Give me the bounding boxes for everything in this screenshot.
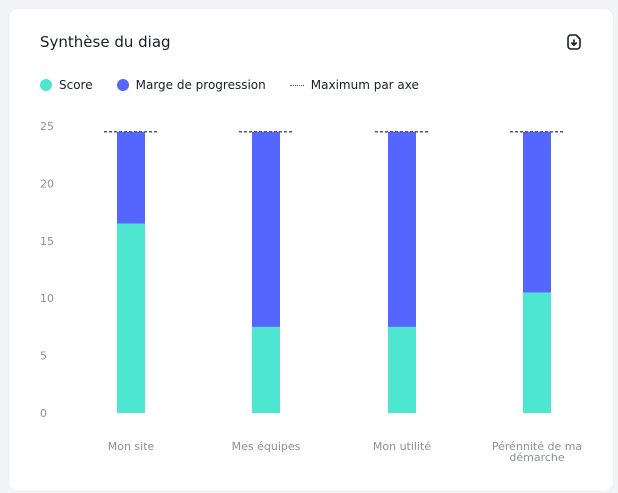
bar-margin [117,131,145,224]
y-tick-label: 5 [40,350,47,363]
x-category-label-line: Mon site [108,440,155,453]
x-category-label-line: Pérénnité de ma [492,440,582,453]
bar-margin [252,131,280,327]
legend-item-max[interactable]: Maximum par axe [289,78,419,92]
x-category-label: Mon utilité [373,440,431,453]
bar-score [117,223,145,413]
bar-score [252,326,280,413]
chart-title: Synthèse du diag [40,33,171,51]
y-tick-label: 0 [40,407,47,420]
bar-margin [523,131,551,293]
legend-swatch-margin [116,79,129,91]
legend-label-margin: Marge de progression [135,78,266,92]
x-category-label-line: Mon utilité [373,440,431,453]
legend-swatch-score [40,79,52,91]
legend-label-max: Maximum par axe [310,78,419,92]
bar-score [388,326,416,413]
x-category-label-line: démarche [509,451,565,464]
legend-item-margin[interactable]: Marge de progression [116,78,266,92]
x-category-label-line: Mes équipes [232,440,301,453]
x-category-label: Mon site [108,440,155,453]
chart-card [8,8,614,492]
legend-label-score: Score [59,78,93,92]
legend-swatch-max [289,84,304,86]
bar-margin [388,131,416,327]
legend-item-score[interactable]: Score [40,78,93,92]
chart-legend: Score Marge de progression Maximum par a… [40,76,443,94]
download-file-icon[interactable] [564,32,584,52]
y-tick-label: 20 [40,177,54,190]
y-tick-label: 10 [40,292,54,305]
bar-score [523,292,551,413]
x-category-label: Pérénnité de ma démarche [492,440,582,464]
x-category-label: Mes équipes [232,440,301,453]
y-tick-label: 15 [40,235,54,248]
y-tick-label: 25 [40,120,54,133]
